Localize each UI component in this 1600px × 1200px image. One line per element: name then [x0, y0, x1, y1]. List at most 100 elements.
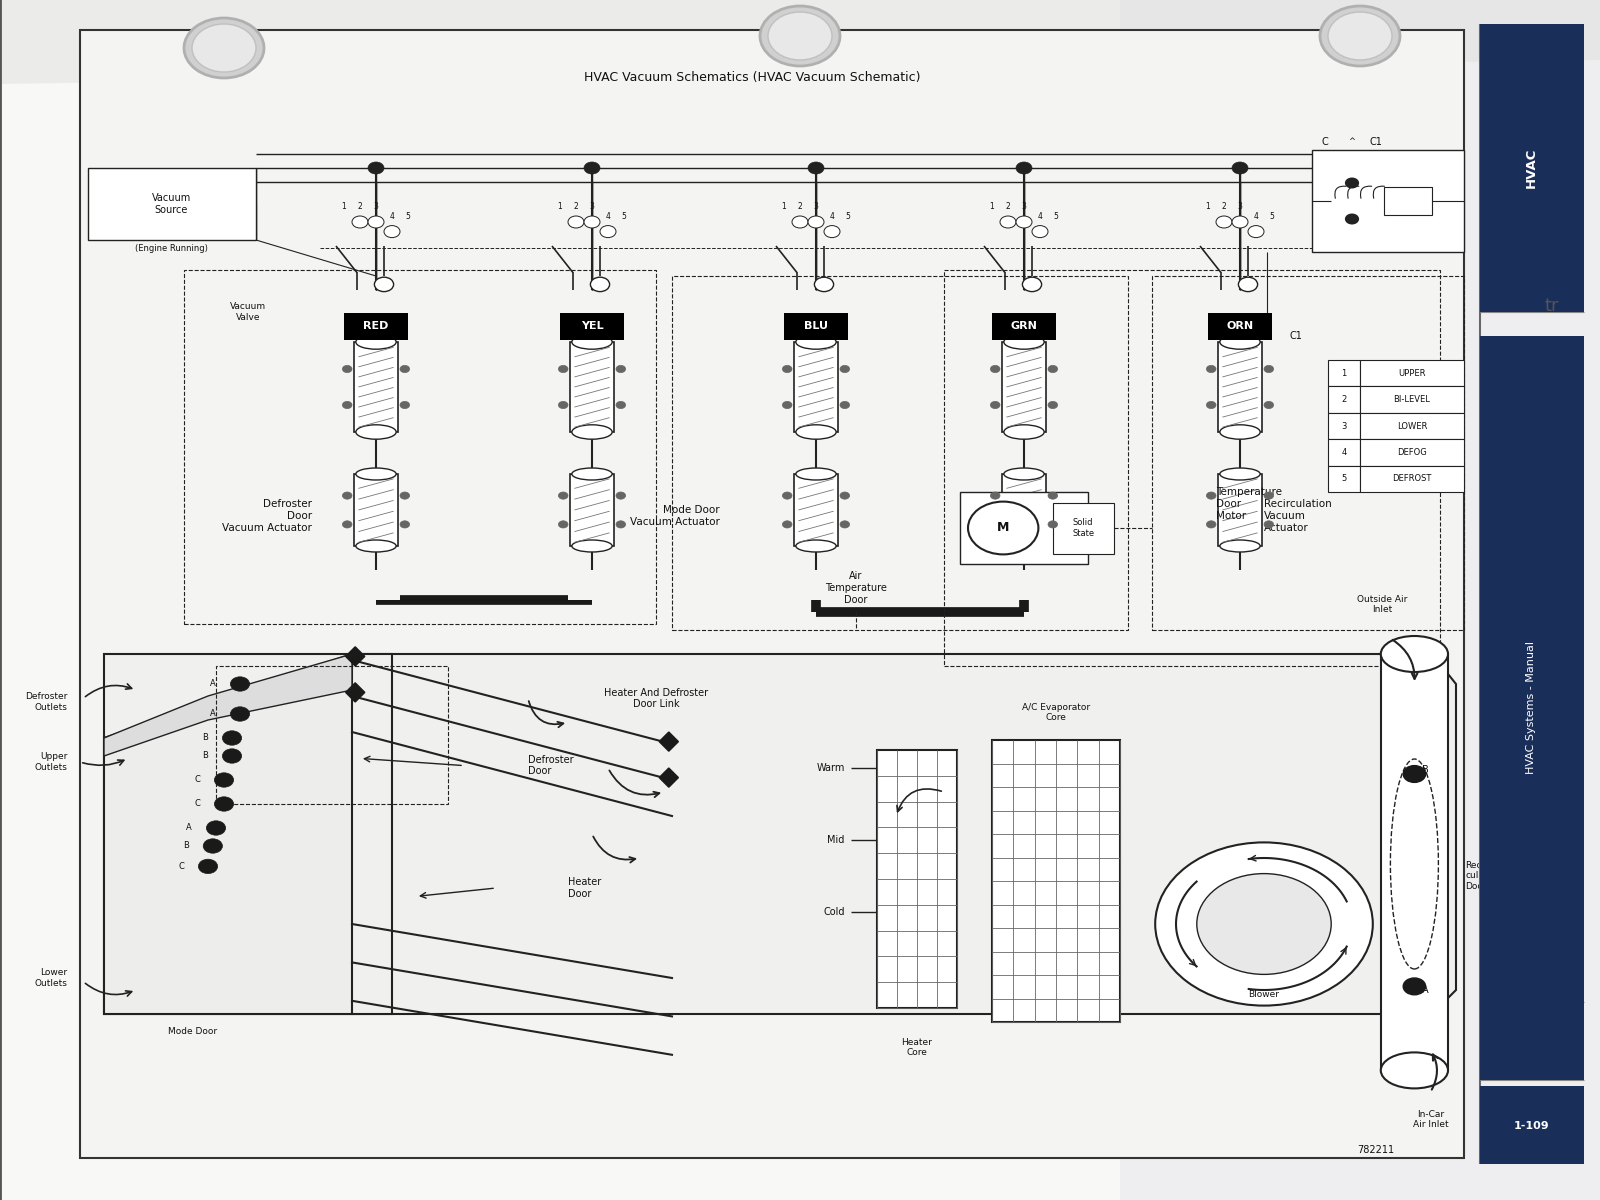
Circle shape	[342, 492, 352, 499]
Text: Heater
Core: Heater Core	[901, 1038, 933, 1057]
Text: Defroster
Door: Defroster Door	[528, 755, 574, 776]
Text: Lower
Outlets: Lower Outlets	[34, 968, 67, 988]
Text: HVAC Systems - Manual: HVAC Systems - Manual	[1526, 642, 1536, 774]
Bar	[1360, 360, 1464, 386]
Circle shape	[584, 216, 600, 228]
Circle shape	[1016, 216, 1032, 228]
Circle shape	[590, 277, 610, 292]
Text: 4: 4	[605, 211, 611, 221]
Text: Upper
Outlets: Upper Outlets	[34, 752, 67, 772]
Circle shape	[840, 521, 850, 528]
Ellipse shape	[795, 425, 837, 439]
Text: 1: 1	[990, 202, 994, 211]
Circle shape	[1264, 365, 1274, 372]
Circle shape	[203, 839, 222, 853]
Circle shape	[808, 216, 824, 228]
Circle shape	[222, 749, 242, 763]
Circle shape	[222, 731, 242, 745]
Text: C: C	[178, 862, 184, 871]
Text: 1: 1	[342, 202, 346, 211]
Ellipse shape	[571, 468, 613, 480]
Text: Blower: Blower	[1248, 990, 1280, 998]
Text: tr: tr	[1544, 296, 1560, 314]
Text: Outside Air
Inlet: Outside Air Inlet	[1357, 595, 1408, 614]
Circle shape	[400, 521, 410, 528]
Circle shape	[568, 216, 584, 228]
Ellipse shape	[1003, 540, 1045, 552]
Circle shape	[1206, 401, 1216, 408]
Ellipse shape	[355, 335, 397, 349]
Text: 4: 4	[829, 211, 835, 221]
Text: DEFOG: DEFOG	[1397, 448, 1427, 457]
Bar	[104, 654, 392, 1014]
Text: 1: 1	[558, 202, 562, 211]
Text: 1: 1	[1341, 368, 1347, 378]
Text: 5: 5	[1269, 211, 1275, 221]
Circle shape	[616, 365, 626, 372]
Circle shape	[558, 521, 568, 528]
Circle shape	[782, 521, 792, 528]
Bar	[1218, 474, 1262, 546]
Text: HVAC
Control
Assembly: HVAC Control Assembly	[1499, 164, 1546, 197]
Text: 3: 3	[373, 202, 379, 211]
Text: Vacuum
Source: Vacuum Source	[152, 193, 190, 215]
Text: 3: 3	[1341, 421, 1347, 431]
Bar	[794, 342, 838, 432]
Circle shape	[352, 216, 368, 228]
Bar	[570, 342, 614, 432]
Bar	[88, 168, 256, 240]
Ellipse shape	[571, 425, 613, 439]
Text: BI-LEVEL: BI-LEVEL	[1394, 395, 1430, 404]
Text: 2: 2	[798, 202, 802, 211]
Text: C: C	[194, 775, 200, 785]
Polygon shape	[659, 768, 678, 787]
Circle shape	[1048, 492, 1058, 499]
Bar	[784, 313, 848, 340]
Text: UPPER: UPPER	[1398, 368, 1426, 378]
Bar	[1384, 186, 1432, 215]
Ellipse shape	[571, 540, 613, 552]
Circle shape	[342, 365, 352, 372]
Circle shape	[616, 521, 626, 528]
Text: ^: ^	[1349, 137, 1355, 146]
Circle shape	[1206, 492, 1216, 499]
Bar	[1480, 1086, 1584, 1164]
Text: A: A	[1422, 985, 1429, 995]
Text: 782211: 782211	[1357, 1145, 1395, 1154]
Text: Recir-
culation
Door: Recir- culation Door	[1466, 862, 1502, 890]
Bar	[1360, 466, 1464, 492]
Bar	[1208, 313, 1272, 340]
Circle shape	[1155, 842, 1373, 1006]
Bar	[1000, 408, 1048, 600]
Ellipse shape	[1003, 335, 1045, 349]
Bar	[672, 276, 1128, 630]
Text: 1-109: 1-109	[1514, 1121, 1549, 1130]
Text: B: B	[202, 733, 208, 743]
Circle shape	[990, 492, 1000, 499]
Ellipse shape	[1219, 468, 1261, 480]
Circle shape	[214, 773, 234, 787]
Text: Air
Temperature
Door: Air Temperature Door	[826, 571, 886, 605]
Circle shape	[1346, 178, 1358, 187]
Text: Defroster
Outlets: Defroster Outlets	[26, 692, 67, 712]
Ellipse shape	[355, 425, 397, 439]
Ellipse shape	[1219, 425, 1261, 439]
Circle shape	[1403, 766, 1426, 782]
Text: In-Car
Air Inlet: In-Car Air Inlet	[1413, 1110, 1448, 1129]
Circle shape	[1000, 216, 1016, 228]
Bar	[1360, 413, 1464, 439]
Circle shape	[1264, 401, 1274, 408]
Circle shape	[814, 277, 834, 292]
Circle shape	[808, 162, 824, 174]
Text: 5: 5	[1341, 474, 1347, 484]
Bar	[1152, 276, 1464, 630]
Bar	[560, 313, 624, 340]
Circle shape	[584, 162, 600, 174]
Circle shape	[1264, 492, 1274, 499]
Text: Recirculation
Vacuum
Actuator: Recirculation Vacuum Actuator	[1264, 499, 1331, 533]
Circle shape	[230, 707, 250, 721]
Circle shape	[374, 277, 394, 292]
Bar	[1328, 386, 1360, 413]
Text: ORN: ORN	[1227, 322, 1253, 331]
Text: 3: 3	[1021, 202, 1027, 211]
